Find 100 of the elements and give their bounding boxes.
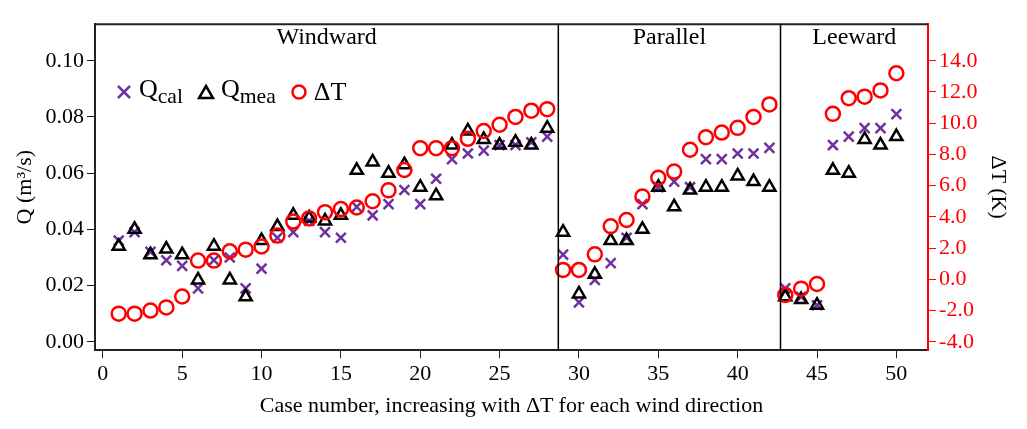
point [634,188,651,205]
point [889,128,904,142]
legend-label: Q$_{cal}$ [138,74,183,110]
point [158,299,175,316]
point [603,232,618,246]
x-tick-label: 0 [97,360,109,386]
point [762,178,777,192]
x-tick-label: 40 [726,360,749,386]
point [890,107,903,121]
point [713,124,731,141]
point [127,221,142,235]
point [429,172,443,185]
y-tick-label: 0.00 [45,327,84,353]
point [681,141,699,158]
annotation: Leeward [812,23,897,50]
point [110,305,127,322]
point [587,266,603,280]
point [382,197,395,211]
point [555,223,571,237]
y2-tick-label: 8.0 [939,140,967,166]
x-tick-label: 30 [567,360,590,386]
x-tick-label: 35 [647,360,670,386]
point [316,203,334,221]
point [428,187,444,201]
point [269,227,286,244]
y-axis-title: Q (m³/s) [10,149,36,225]
y-tick-label: 0.08 [45,102,84,128]
point [746,173,761,187]
point [459,130,477,148]
x-tick-label: 15 [329,360,352,386]
point [604,256,617,270]
point [475,122,492,140]
point [160,254,173,267]
point [159,240,174,254]
point [731,147,744,160]
point [666,198,682,212]
point [222,271,238,285]
point [491,116,508,133]
point [556,248,570,261]
point [396,161,413,179]
x-tick-label: 20 [409,360,432,386]
point [508,133,523,147]
point [874,121,887,135]
point [841,164,857,178]
point [126,305,143,322]
point [365,153,380,167]
y2-tick-label: 4.0 [939,202,967,228]
point [237,241,254,258]
point [255,262,268,275]
point [364,193,381,210]
point [285,213,302,230]
x-tick-label: 5 [176,360,188,386]
point [349,162,365,176]
point [824,105,842,123]
point [461,147,475,160]
point [174,246,190,260]
point [872,82,889,99]
point [175,259,189,273]
point [858,121,871,135]
x-tick-label: 50 [885,360,908,386]
point [792,280,810,297]
point [142,302,159,319]
x-tick-label: 10 [250,360,273,386]
y-tick-label: 0.10 [45,46,84,72]
point [840,89,857,107]
point [635,221,650,235]
point [857,131,872,145]
point [571,285,587,299]
point [665,163,683,180]
y2-tick-label: 6.0 [939,171,967,197]
point [173,288,191,305]
point [381,164,396,178]
point [111,237,127,251]
annotation: Parallel [632,23,707,50]
point [539,119,555,133]
point [380,182,397,199]
point [412,178,428,192]
point [414,197,427,211]
point [714,178,730,192]
point [715,152,728,166]
point [808,275,826,293]
point [190,271,206,285]
point [745,108,762,126]
y2-tick-label: 14.0 [939,46,978,72]
point [825,162,841,176]
point [570,261,588,279]
y2-tick-label: -2.0 [939,296,974,322]
point [888,64,905,82]
point [300,210,318,227]
y2-axis-title: ΔT (K) [987,155,1013,219]
point [761,96,778,113]
y2-tick-label: 12.0 [939,77,978,103]
point [730,167,745,181]
x-tick-label: 45 [806,360,829,386]
point [842,130,855,143]
y2-tick-label: 10.0 [939,108,978,134]
point [618,211,635,229]
point [253,238,270,255]
point [523,102,540,119]
point [697,128,715,146]
